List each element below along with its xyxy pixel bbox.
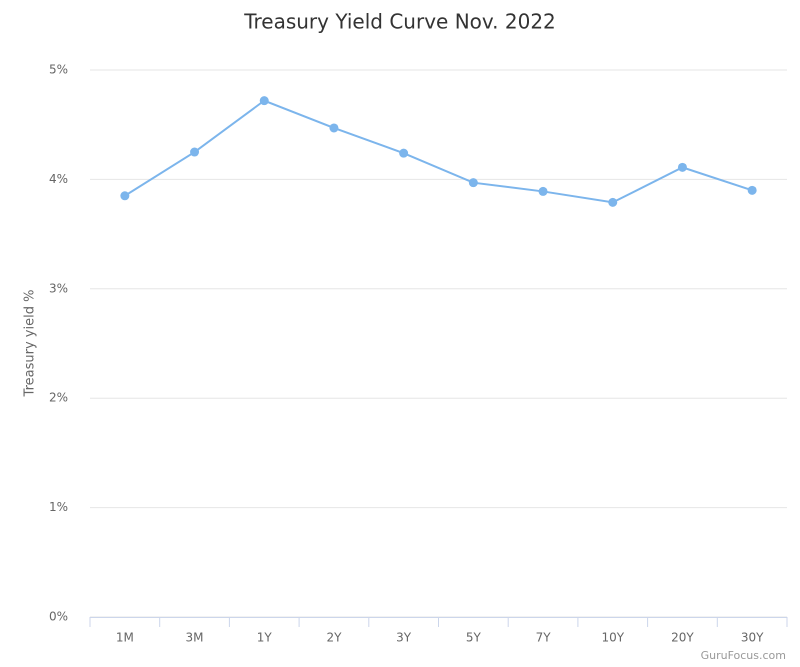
- point: [190, 147, 200, 157]
- x-tick-label: 30Y: [741, 631, 764, 645]
- x-tick-label: 7Y: [536, 631, 552, 645]
- x-tick-label: 20Y: [671, 631, 694, 645]
- y-tick-label: 1%: [49, 500, 68, 514]
- point: [608, 197, 618, 207]
- x-tick-label: 2Y: [326, 631, 342, 645]
- point: [468, 178, 478, 188]
- y-tick-label: 5%: [49, 63, 68, 77]
- point: [538, 186, 548, 196]
- x-tick-label: 1Y: [257, 631, 273, 645]
- point: [399, 148, 409, 158]
- x-tick-label: 5Y: [466, 631, 482, 645]
- y-tick-label: 2%: [49, 391, 68, 405]
- x-tick-label: 1M: [116, 631, 134, 645]
- chart-title: Treasury Yield Curve Nov. 2022: [243, 10, 556, 34]
- x-tick-label: 3Y: [396, 631, 412, 645]
- x-tick-label: 3M: [186, 631, 204, 645]
- y-tick-label: 3%: [49, 281, 68, 295]
- point: [120, 191, 130, 201]
- point: [329, 123, 339, 133]
- y-tick-label: 0%: [49, 610, 68, 624]
- point: [677, 162, 687, 172]
- line: [124, 99, 753, 204]
- y-axis-label: Treasury yield %: [23, 290, 38, 398]
- y-tick-label: 4%: [49, 172, 68, 186]
- credit: GuruFocus.com: [701, 649, 786, 662]
- point: [747, 185, 757, 195]
- x-tick-label: 10Y: [601, 631, 624, 645]
- point: [259, 96, 269, 106]
